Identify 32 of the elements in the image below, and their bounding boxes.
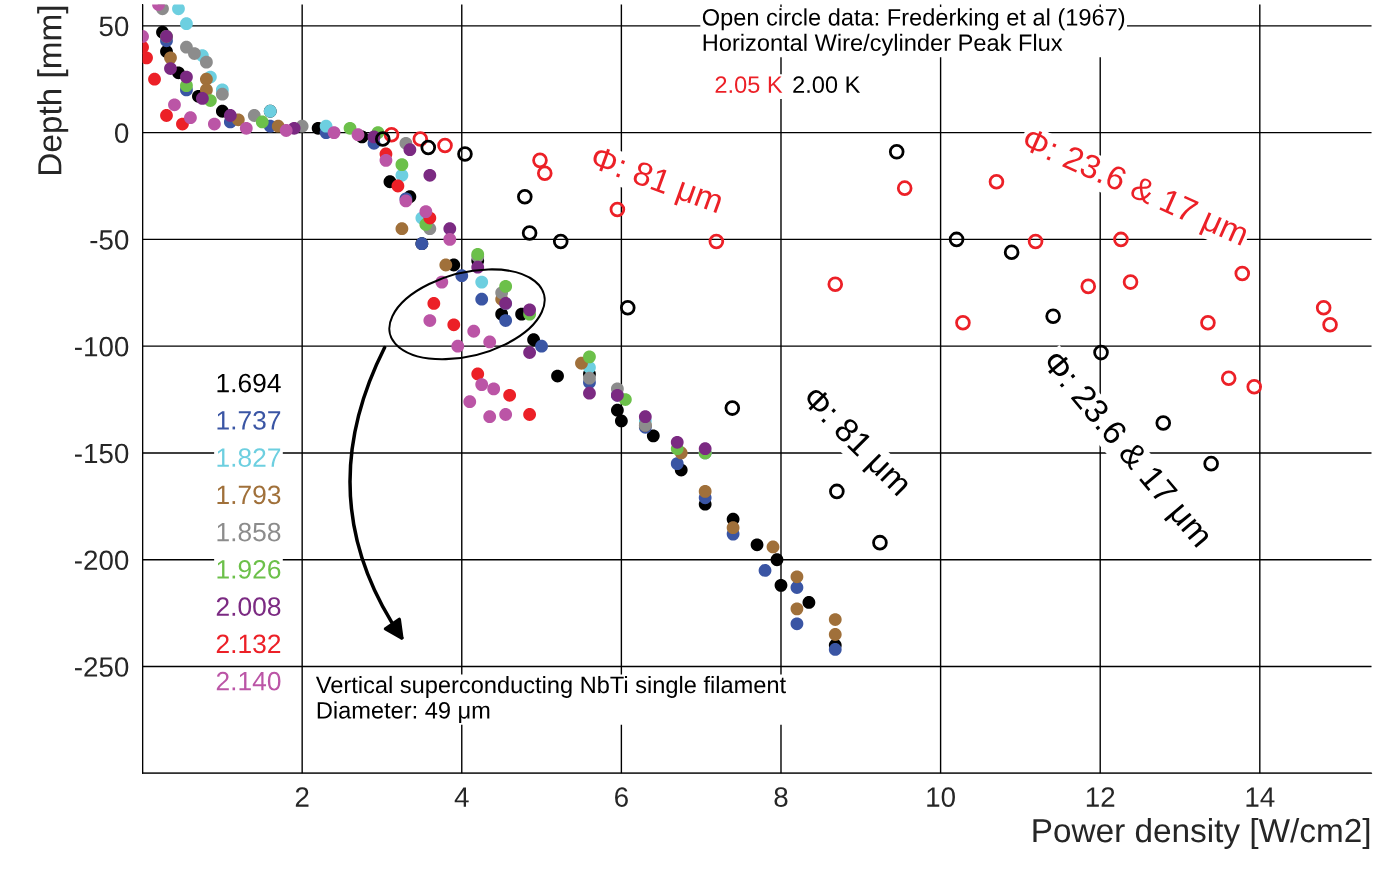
text: 2.140 <box>216 671 281 691</box>
y-tick-label: -150 <box>75 443 129 464</box>
annotation: Open circle data: Frederking et al (1967) Horizontal Wire/cylinder Peak Flux <box>702 8 1125 56</box>
x-tick-label: 8 <box>774 787 788 807</box>
y-tick-label: 50 <box>99 16 129 37</box>
text: 1.827 <box>217 448 281 467</box>
y-tick-label: -50 <box>90 230 129 250</box>
x-tick-label: 14 <box>1246 787 1275 807</box>
text: 1.926 <box>217 560 281 579</box>
text: 1.793 <box>217 485 281 505</box>
y-tick-label: -100 <box>75 336 129 357</box>
y-tick-label: -200 <box>75 550 129 571</box>
text: 1.694 <box>217 373 281 393</box>
annotation: Vertical superconducting NbTi single filament Diameter: 49 μm <box>315 675 786 723</box>
text: 2.008 <box>216 597 281 616</box>
text: 2.05 K <box>715 76 783 94</box>
text: 1.858 <box>217 522 281 542</box>
x-tick-label: 10 <box>927 787 955 807</box>
annotation: Φ: 81 μm <box>587 145 725 219</box>
x-tick-label: 12 <box>1086 787 1115 807</box>
y-tick-label: 0 <box>115 123 129 143</box>
text: 1.737 <box>217 410 281 430</box>
x-tick-label: 6 <box>615 787 628 807</box>
y-tick-label: -250 <box>75 657 129 677</box>
annotation: Φ: 81 μm <box>797 384 914 501</box>
x-tick-label: 4 <box>454 787 469 807</box>
annotation: Φ: 23.6 & 17 μm <box>1018 126 1250 252</box>
x-tick-label: 2 <box>295 787 309 807</box>
y-axis-title: Depth [mm] <box>37 6 69 174</box>
text: 2.132 <box>216 634 281 654</box>
text: 2.00 K <box>793 76 861 94</box>
x-axis-title: Power density [W/cm2] <box>1033 817 1370 850</box>
